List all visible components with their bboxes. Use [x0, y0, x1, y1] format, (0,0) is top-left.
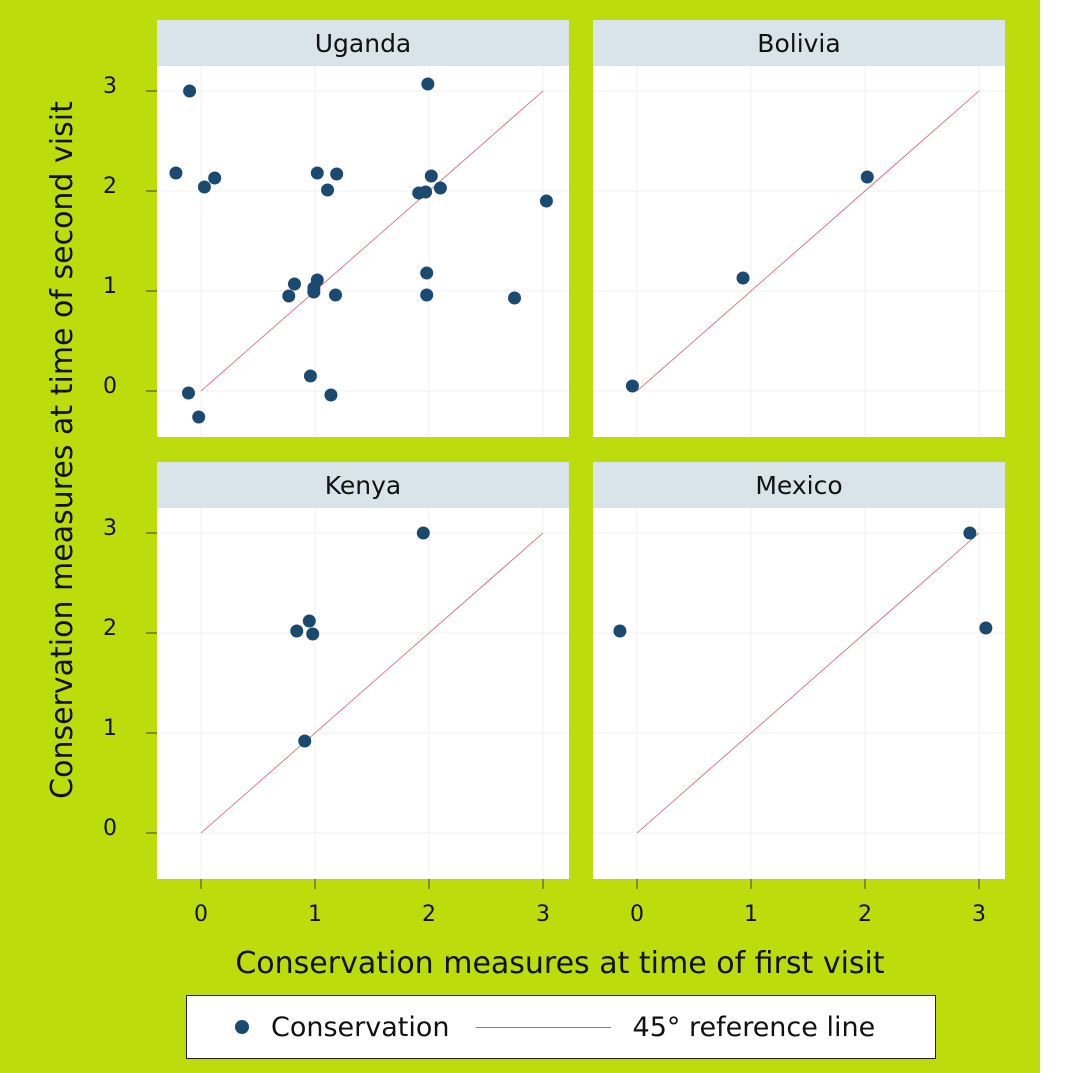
data-point: [310, 166, 324, 180]
plot-area: [593, 508, 1005, 879]
legend-label-conservation: Conservation: [271, 1011, 450, 1043]
y-tick-label: 2: [103, 616, 117, 641]
x-tick-label: 1: [744, 902, 758, 927]
data-point: [613, 624, 627, 638]
reference-line-45: [636, 90, 980, 392]
data-point: [330, 167, 344, 181]
data-point: [310, 273, 324, 287]
x-tick-label: 2: [422, 902, 436, 927]
data-point: [290, 624, 304, 638]
data-point: [307, 285, 321, 299]
x-tick-label: 0: [630, 902, 644, 927]
reference-line-45: [200, 90, 544, 392]
data-point: [197, 180, 211, 194]
reference-line-45: [200, 532, 544, 834]
x-tick-label: 3: [536, 902, 550, 927]
data-point: [979, 621, 993, 635]
data-point: [169, 166, 183, 180]
x-axis-label: Conservation measures at time of first v…: [235, 946, 885, 981]
data-point: [321, 183, 335, 197]
data-point: [860, 170, 874, 184]
data-point: [183, 84, 197, 98]
y-axis-label: Conservation measures at time of second …: [45, 101, 80, 799]
data-point: [303, 369, 317, 383]
data-point: [208, 171, 222, 185]
data-point: [302, 614, 316, 628]
data-point: [298, 734, 312, 748]
plot-area: [157, 66, 569, 437]
data-point: [433, 181, 447, 195]
data-point: [508, 291, 521, 305]
legend-label-refline: 45° reference line: [632, 1011, 876, 1043]
data-point: [287, 277, 301, 291]
data-point: [539, 194, 553, 208]
reference-line-45: [636, 532, 980, 834]
data-point: [329, 288, 343, 302]
data-point: [736, 271, 750, 285]
y-tick-label: 2: [103, 174, 117, 199]
panel-header: [157, 462, 569, 508]
data-point: [421, 77, 435, 91]
data-point: [625, 379, 639, 393]
data-point: [416, 526, 430, 540]
panel-title: Bolivia: [757, 29, 840, 58]
data-point: [424, 169, 438, 183]
panel-header: [593, 462, 1005, 508]
panel-title: Kenya: [325, 471, 402, 500]
panel-title: Uganda: [315, 29, 412, 58]
data-point: [306, 627, 320, 641]
data-point: [420, 266, 434, 280]
data-point: [282, 289, 296, 303]
data-point: [420, 288, 434, 302]
panel-header: [593, 20, 1005, 66]
data-point: [181, 386, 195, 400]
panel-title: Mexico: [755, 471, 842, 500]
data-point: [324, 388, 338, 402]
y-tick-label: 3: [103, 516, 117, 541]
y-tick-label: 3: [103, 74, 117, 99]
data-point: [419, 185, 433, 199]
x-tick-label: 1: [308, 902, 322, 927]
y-tick-label: 1: [103, 274, 117, 299]
plot-area: [157, 508, 569, 879]
data-point: [963, 526, 977, 540]
legend: Conservation 45° reference line: [186, 995, 936, 1059]
y-tick-label: 0: [103, 816, 117, 841]
legend-marker-conservation: [235, 1020, 249, 1034]
panel-header: [157, 20, 569, 66]
x-tick-label: 0: [194, 902, 208, 927]
x-tick-label: 2: [858, 902, 872, 927]
y-tick-label: 0: [103, 374, 117, 399]
legend-marker-refline: [475, 1026, 611, 1028]
plot-area: [593, 66, 1005, 437]
y-tick-label: 1: [103, 716, 117, 741]
data-point: [192, 410, 206, 424]
x-tick-label: 3: [972, 902, 986, 927]
